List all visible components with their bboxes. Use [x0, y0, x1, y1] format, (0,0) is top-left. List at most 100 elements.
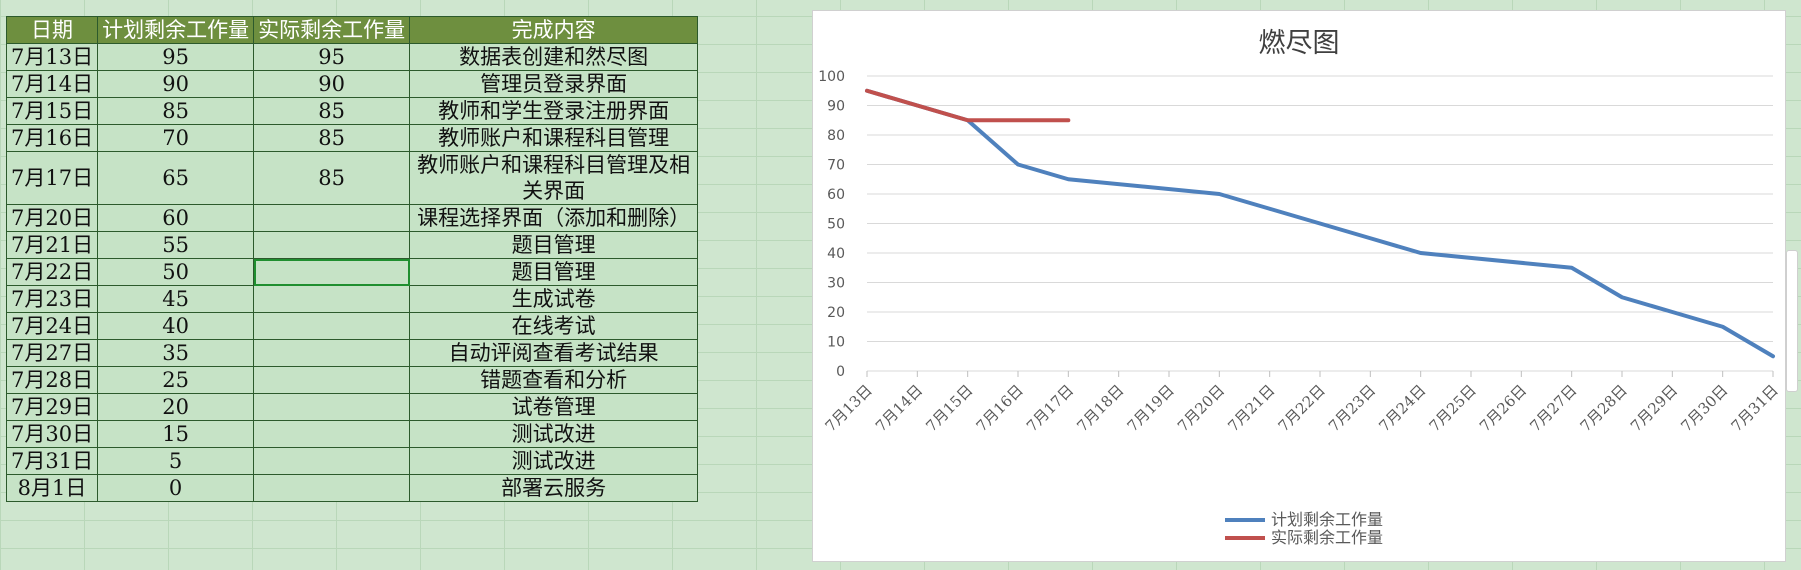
cell-date[interactable]: 7月28日 [5, 366, 99, 394]
table-row: 7月13日 95 95 数据表创建和然尽图 [5, 43, 699, 71]
table-row: 7月20日 60 课程选择界面（添加和删除） [5, 204, 699, 232]
cell-actual[interactable]: 85 [253, 151, 411, 205]
y-tick-label: 100 [818, 69, 845, 85]
cell-planned[interactable]: 15 [97, 420, 255, 448]
cell-planned[interactable]: 70 [97, 124, 255, 152]
header-actual[interactable]: 实际剩余工作量 [253, 16, 411, 44]
cell-content[interactable]: 自动评阅查看考试结果 [409, 339, 699, 367]
cell-date[interactable]: 7月24日 [5, 312, 99, 340]
vertical-scrollbar[interactable] [1786, 250, 1798, 392]
cell-planned[interactable]: 95 [97, 43, 255, 71]
table-row: 7月29日 20 试卷管理 [5, 393, 699, 421]
cell-actual[interactable] [253, 312, 411, 340]
cell-actual[interactable]: 95 [253, 43, 411, 71]
cell-date[interactable]: 7月21日 [5, 231, 99, 259]
cell-content[interactable]: 课程选择界面（添加和删除） [409, 204, 699, 232]
cell-planned[interactable]: 65 [97, 151, 255, 205]
cell-actual[interactable] [253, 366, 411, 394]
cell-date[interactable]: 7月20日 [5, 204, 99, 232]
table-row: 8月1日 0 部署云服务 [5, 474, 699, 502]
legend-item-planned: 计划剩余工作量 [1225, 511, 1383, 529]
cell-content[interactable]: 错题查看和分析 [409, 366, 699, 394]
y-tick-label: 40 [827, 246, 845, 262]
cell-actual[interactable] [253, 447, 411, 475]
cell-actual[interactable]: 85 [253, 97, 411, 125]
cell-actual[interactable] [253, 285, 411, 313]
cell-content[interactable]: 题目管理 [409, 231, 699, 259]
cell-date[interactable]: 8月1日 [5, 474, 99, 502]
cell-planned[interactable]: 35 [97, 339, 255, 367]
cell-actual[interactable] [253, 420, 411, 448]
header-content[interactable]: 完成内容 [409, 16, 699, 44]
cell-actual[interactable] [253, 231, 411, 259]
cell-date[interactable]: 7月14日 [5, 70, 99, 98]
cell-content[interactable]: 教师账户和课程科目管理及相关界面 [409, 151, 699, 205]
table-row: 7月21日 55 题目管理 [5, 231, 699, 259]
cell-actual[interactable] [253, 474, 411, 502]
worksheet-table: 日期 计划剩余工作量 实际剩余工作量 完成内容 7月13日 95 95 数据表创建和然… [5, 16, 699, 502]
cell-date[interactable]: 7月22日 [5, 258, 99, 286]
cell-planned[interactable]: 85 [97, 97, 255, 125]
cell-actual[interactable] [253, 393, 411, 421]
y-tick-label: 20 [827, 305, 845, 321]
y-tick-label: 90 [827, 99, 845, 115]
cell-planned[interactable]: 45 [97, 285, 255, 313]
y-tick-label: 70 [827, 158, 845, 174]
cell-content[interactable]: 题目管理 [409, 258, 699, 286]
cell-planned[interactable]: 20 [97, 393, 255, 421]
y-tick-label: 10 [827, 335, 845, 351]
cell-actual[interactable] [253, 204, 411, 232]
cell-planned[interactable]: 5 [97, 447, 255, 475]
cell-content[interactable]: 教师账户和课程科目管理 [409, 124, 699, 152]
cell-date[interactable]: 7月23日 [5, 285, 99, 313]
cell-content[interactable]: 测试改进 [409, 447, 699, 475]
legend-swatch-actual [1225, 536, 1265, 540]
burndown-chart[interactable]: 燃尽图 0 10 20 30 40 50 60 70 80 90 100 7月13日 7月14日 7月15… [812, 10, 1786, 562]
header-row: 日期 计划剩余工作量 实际剩余工作量 完成内容 [5, 16, 699, 44]
cell-date[interactable]: 7月13日 [5, 43, 99, 71]
cell-content[interactable]: 数据表创建和然尽图 [409, 43, 699, 71]
x-tick-label: 7月15日 [922, 381, 976, 435]
cell-actual[interactable] [253, 258, 411, 286]
cell-planned[interactable]: 25 [97, 366, 255, 394]
header-date[interactable]: 日期 [5, 16, 99, 44]
cell-actual[interactable]: 90 [253, 70, 411, 98]
legend-label-planned: 计划剩余工作量 [1271, 510, 1384, 529]
x-tick-label: 7月16日 [973, 381, 1027, 435]
cell-planned[interactable]: 60 [97, 204, 255, 232]
x-tick-label: 7月13日 [822, 381, 876, 435]
table-row: 7月17日 65 85 教师账户和课程科目管理及相关界面 [5, 151, 699, 205]
cell-planned[interactable]: 55 [97, 231, 255, 259]
x-tick-label: 7月19日 [1124, 381, 1178, 435]
cell-content[interactable]: 教师和学生登录注册界面 [409, 97, 699, 125]
cell-date[interactable]: 7月29日 [5, 393, 99, 421]
cell-actual[interactable] [253, 339, 411, 367]
table-row: 7月30日 15 测试改进 [5, 420, 699, 448]
cell-content[interactable]: 测试改进 [409, 420, 699, 448]
header-planned[interactable]: 计划剩余工作量 [97, 16, 255, 44]
x-tick-label: 7月24日 [1375, 381, 1429, 435]
cell-planned[interactable]: 0 [97, 474, 255, 502]
y-tick-label: 30 [827, 276, 845, 292]
cell-content[interactable]: 在线考试 [409, 312, 699, 340]
cell-date[interactable]: 7月17日 [5, 151, 99, 205]
cell-content[interactable]: 部署云服务 [409, 474, 699, 502]
cell-content[interactable]: 试卷管理 [409, 393, 699, 421]
cell-content[interactable]: 生成试卷 [409, 285, 699, 313]
cell-date[interactable]: 7月16日 [5, 124, 99, 152]
cell-date[interactable]: 7月15日 [5, 97, 99, 125]
x-tick-label: 7月20日 [1174, 381, 1228, 435]
cell-planned[interactable]: 50 [97, 258, 255, 286]
cell-actual[interactable]: 85 [253, 124, 411, 152]
cell-content[interactable]: 管理员登录界面 [409, 70, 699, 98]
cell-date[interactable]: 7月27日 [5, 339, 99, 367]
y-tick-label: 0 [836, 364, 845, 380]
table-row: 7月31日 5 测试改进 [5, 447, 699, 475]
legend-swatch-planned [1225, 518, 1265, 522]
x-tick-label: 7月25日 [1426, 381, 1480, 435]
cell-date[interactable]: 7月31日 [5, 447, 99, 475]
cell-planned[interactable]: 40 [97, 312, 255, 340]
cell-planned[interactable]: 90 [97, 70, 255, 98]
table-row: 7月16日 70 85 教师账户和课程科目管理 [5, 124, 699, 152]
cell-date[interactable]: 7月30日 [5, 420, 99, 448]
